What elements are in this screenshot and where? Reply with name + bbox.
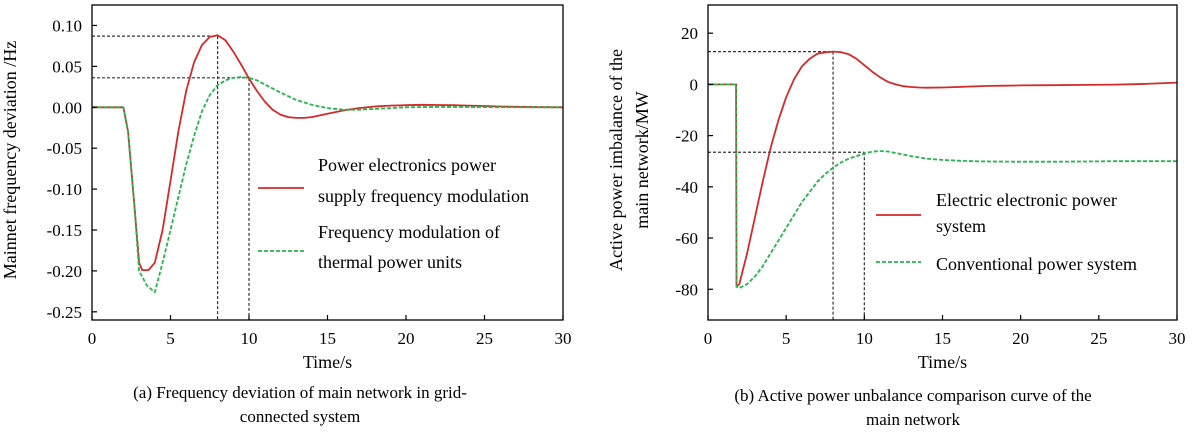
x-axis-label: Time/s	[918, 352, 967, 372]
x-tick-label: 15	[319, 329, 336, 348]
y-tick-label: -40	[675, 178, 698, 197]
legend-label: Power electronics power	[318, 155, 496, 175]
caption-line: (a) Frequency deviation of main network …	[133, 383, 467, 402]
y-tick-label: -0.10	[47, 180, 82, 199]
y-tick-label: -0.15	[47, 221, 82, 240]
chart-b-guide-lines	[708, 51, 865, 320]
figure-caption: (b) Active power unbalance comparison cu…	[734, 386, 1091, 429]
y-axis-label-text: Mainnet frequency deviation /Hz	[0, 41, 20, 279]
y-axis-label: Active power imbalance of the main networ…	[606, 49, 652, 271]
chart-a-guide-lines	[92, 35, 250, 320]
x-tick-label: 25	[476, 329, 493, 348]
chart-a-series-group	[92, 34, 564, 294]
y-tick-label: -60	[675, 229, 698, 248]
y-tick-label: -0.25	[47, 303, 82, 322]
y-tick-label: 0.05	[52, 57, 82, 76]
x-tick-label: 0	[88, 329, 97, 348]
x-tick-label: 0	[704, 329, 713, 348]
x-axis-label: Time/s	[303, 352, 352, 372]
caption-line: main network	[866, 410, 960, 429]
legend-label: Frequency modulation of	[318, 222, 500, 242]
y-axis-label-line: main network/MW	[632, 91, 652, 228]
legend-label: supply frequency modulation	[318, 186, 529, 206]
legend-label: system	[936, 216, 986, 236]
series-line-1	[92, 34, 564, 272]
x-tick-label: 30	[1169, 329, 1186, 348]
y-axis-label-line: Active power imbalance of the	[606, 49, 626, 271]
y-tick-label: 0	[690, 75, 699, 94]
legend-label: Electric electronic power	[936, 190, 1117, 210]
x-tick-label: 20	[398, 329, 415, 348]
x-tick-label: 5	[166, 329, 175, 348]
series-line-2	[92, 76, 563, 294]
y-tick-label: 20	[681, 24, 698, 43]
legend-label: Conventional power system	[936, 254, 1137, 274]
y-tick-label: 0.10	[52, 16, 82, 35]
chart-b-series-group	[708, 50, 1178, 289]
chart-a-axes: 0 5 10 15 20 25 30 0.10 0.05 0.00 -0.05 -0.10 -0.15 -…	[0, 4, 572, 372]
chart-b: 0 5 10 15 20 25 30 20 0 -20 -40 -60 -80 Time/s Active …	[606, 4, 1186, 429]
x-tick-label: 10	[856, 329, 873, 348]
x-tick-label: 5	[782, 329, 791, 348]
y-tick-label: -0.05	[47, 139, 82, 158]
caption-line: connected system	[240, 407, 360, 426]
y-tick-label: 0.00	[52, 98, 82, 117]
legend-label: thermal power units	[318, 252, 462, 272]
x-tick-label: 25	[1090, 329, 1107, 348]
x-tick-label: 20	[1012, 329, 1029, 348]
x-tick-label: 30	[555, 329, 572, 348]
figure-caption: (a) Frequency deviation of main network …	[133, 383, 467, 426]
y-tick-label: -80	[675, 280, 698, 299]
y-tick-label: -20	[675, 127, 698, 146]
x-tick-label: 15	[934, 329, 951, 348]
chart-b-axes: 0 5 10 15 20 25 30 20 0 -20 -40 -60 -80 Time/s Active …	[606, 4, 1186, 372]
chart-a: 0 5 10 15 20 25 30 0.10 0.05 0.00 -0.05 -0.10 -0.15 -…	[0, 4, 572, 426]
y-axis-label: Mainnet frequency deviation /Hz	[0, 41, 20, 279]
caption-line: (b) Active power unbalance comparison cu…	[734, 386, 1091, 405]
y-tick-label: -0.20	[47, 262, 82, 281]
series-line-1	[708, 50, 1178, 288]
chart-b-legend: Electric electronic power system Conventio…	[876, 190, 1137, 274]
series-line-2	[708, 83, 1177, 289]
x-tick-label: 10	[241, 329, 258, 348]
chart-a-legend: Power electronics power supply frequency …	[258, 155, 529, 272]
